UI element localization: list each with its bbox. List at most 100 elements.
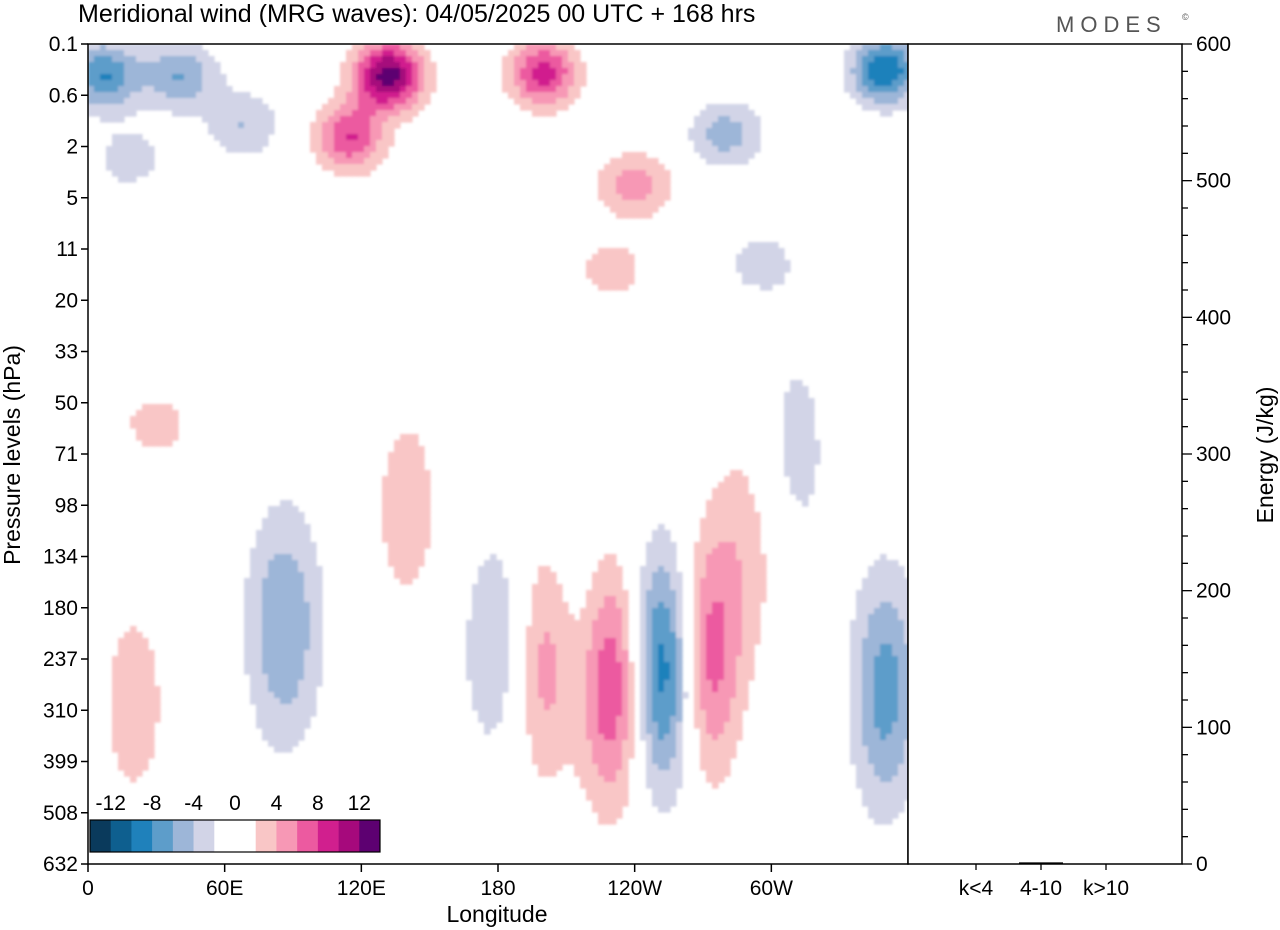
heatmap-cell: [418, 530, 425, 537]
heatmap-cell: [712, 158, 719, 165]
heatmap-cell: [250, 662, 257, 669]
heatmap-cell: [760, 584, 767, 591]
heatmap-cell: [178, 44, 185, 51]
heatmap-cell: [730, 536, 737, 543]
heatmap-cell: [394, 464, 401, 471]
heatmap-cell: [184, 86, 191, 93]
heatmap-cell: [886, 752, 893, 759]
heatmap-cell: [280, 626, 287, 633]
heatmap-cell: [604, 602, 611, 609]
y-tick-label: 33: [55, 341, 78, 364]
heatmap-cell: [766, 266, 773, 273]
heatmap-cell: [580, 74, 587, 81]
heatmap-cell: [658, 794, 665, 801]
heatmap-cell: [472, 644, 479, 651]
heatmap-cell: [760, 566, 767, 573]
heatmap-cell: [118, 680, 125, 687]
heatmap-cell: [574, 734, 581, 741]
heatmap-cell: [154, 86, 161, 93]
heatmap-cell: [106, 74, 113, 81]
heatmap-cell: [730, 752, 737, 759]
heatmap-cell: [616, 578, 623, 585]
heatmap-cell: [736, 734, 743, 741]
heatmap-cell: [364, 104, 371, 111]
heatmap-cell: [658, 578, 665, 585]
heatmap-cell: [856, 716, 863, 723]
heatmap-cell: [166, 62, 173, 69]
heatmap-cell: [118, 686, 125, 693]
heatmap-cell: [886, 782, 893, 789]
heatmap-cell: [154, 50, 161, 57]
heatmap-cell: [772, 278, 779, 285]
heatmap-cell: [712, 524, 719, 531]
heatmap-cell: [796, 440, 803, 447]
heatmap-cell: [124, 98, 131, 105]
heatmap-cell: [418, 92, 425, 99]
heatmap-cell: [862, 62, 869, 69]
heatmap-cell: [400, 554, 407, 561]
heatmap-cell: [868, 668, 875, 675]
heatmap-cell: [880, 806, 887, 813]
heatmap-cell: [646, 638, 653, 645]
heatmap-cell: [850, 698, 857, 705]
heatmap-cell: [232, 128, 239, 135]
heatmap-cell: [598, 566, 605, 573]
heatmap-cell: [250, 104, 257, 111]
heatmap-cell: [730, 134, 737, 141]
heatmap-cell: [862, 770, 869, 777]
heatmap-cell: [724, 104, 731, 111]
heatmap-cell: [544, 44, 551, 51]
heatmap-cell: [256, 536, 263, 543]
heatmap-cell: [658, 614, 665, 621]
heatmap-cell: [304, 692, 311, 699]
heatmap-cell: [484, 650, 491, 657]
heatmap-cell: [862, 728, 869, 735]
heatmap-cell: [616, 158, 623, 165]
heatmap-cell: [358, 134, 365, 141]
heatmap-cell: [532, 620, 539, 627]
heatmap-cell: [244, 116, 251, 123]
heatmap-cell: [550, 686, 557, 693]
heatmap-cell: [580, 710, 587, 717]
heatmap-cell: [634, 212, 641, 219]
heatmap-cell: [346, 74, 353, 81]
heatmap-cell: [550, 608, 557, 615]
heatmap-cell: [298, 710, 305, 717]
heatmap-cell: [598, 806, 605, 813]
heatmap-cell: [640, 692, 647, 699]
heatmap-cell: [694, 566, 701, 573]
heatmap-cell: [574, 728, 581, 735]
heatmap-cell: [754, 590, 761, 597]
heatmap-cell: [706, 566, 713, 573]
heatmap-cell: [646, 692, 653, 699]
heatmap-cell: [748, 584, 755, 591]
heatmap-cell: [274, 602, 281, 609]
heatmap-cell: [148, 416, 155, 423]
heatmap-cell: [604, 266, 611, 273]
modes-logo: MODES ©: [1056, 12, 1189, 37]
heatmap-cell: [574, 722, 581, 729]
heatmap-cell: [580, 692, 587, 699]
heatmap-cell: [352, 74, 359, 81]
heatmap-cell: [868, 758, 875, 765]
heatmap-cell: [592, 572, 599, 579]
heatmap-cell: [646, 170, 653, 177]
heatmap-cell: [244, 104, 251, 111]
heatmap-cell: [214, 104, 221, 111]
heatmap-cell: [748, 110, 755, 117]
heatmap-cell: [136, 710, 143, 717]
heatmap-cell: [244, 620, 251, 627]
heatmap-cell: [886, 632, 893, 639]
heatmap-cell: [562, 626, 569, 633]
heatmap-cell: [316, 644, 323, 651]
heatmap-cell: [544, 80, 551, 87]
heatmap-cell: [532, 104, 539, 111]
heatmap-cell: [718, 554, 725, 561]
heatmap-cell: [868, 56, 875, 63]
heatmap-cell: [898, 764, 905, 771]
heatmap-cell: [418, 524, 425, 531]
heatmap-cell: [262, 584, 269, 591]
heatmap-cell: [850, 620, 857, 627]
heatmap-cell: [532, 92, 539, 99]
heatmap-cell: [478, 578, 485, 585]
